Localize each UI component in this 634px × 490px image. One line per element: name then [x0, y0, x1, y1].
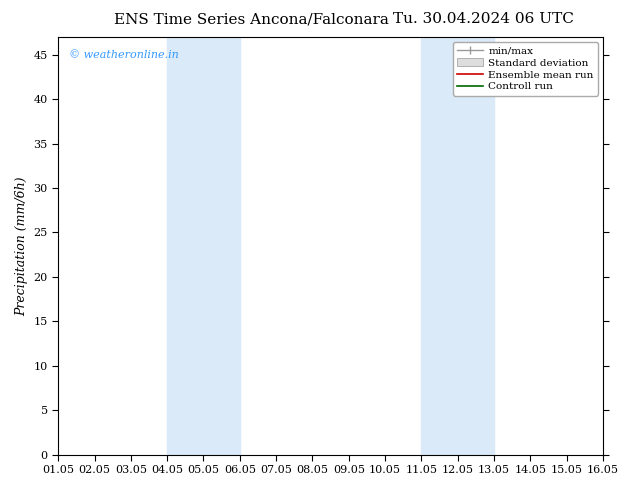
Text: ENS Time Series Ancona/Falconara: ENS Time Series Ancona/Falconara	[114, 12, 389, 26]
Legend: min/max, Standard deviation, Ensemble mean run, Controll run: min/max, Standard deviation, Ensemble me…	[453, 42, 598, 96]
Text: Tu. 30.04.2024 06 UTC: Tu. 30.04.2024 06 UTC	[393, 12, 574, 26]
Y-axis label: Precipitation (mm/6h): Precipitation (mm/6h)	[15, 176, 28, 316]
Bar	[422, 37, 494, 455]
Bar	[167, 37, 240, 455]
Text: © weatheronline.in: © weatheronline.in	[69, 49, 179, 60]
